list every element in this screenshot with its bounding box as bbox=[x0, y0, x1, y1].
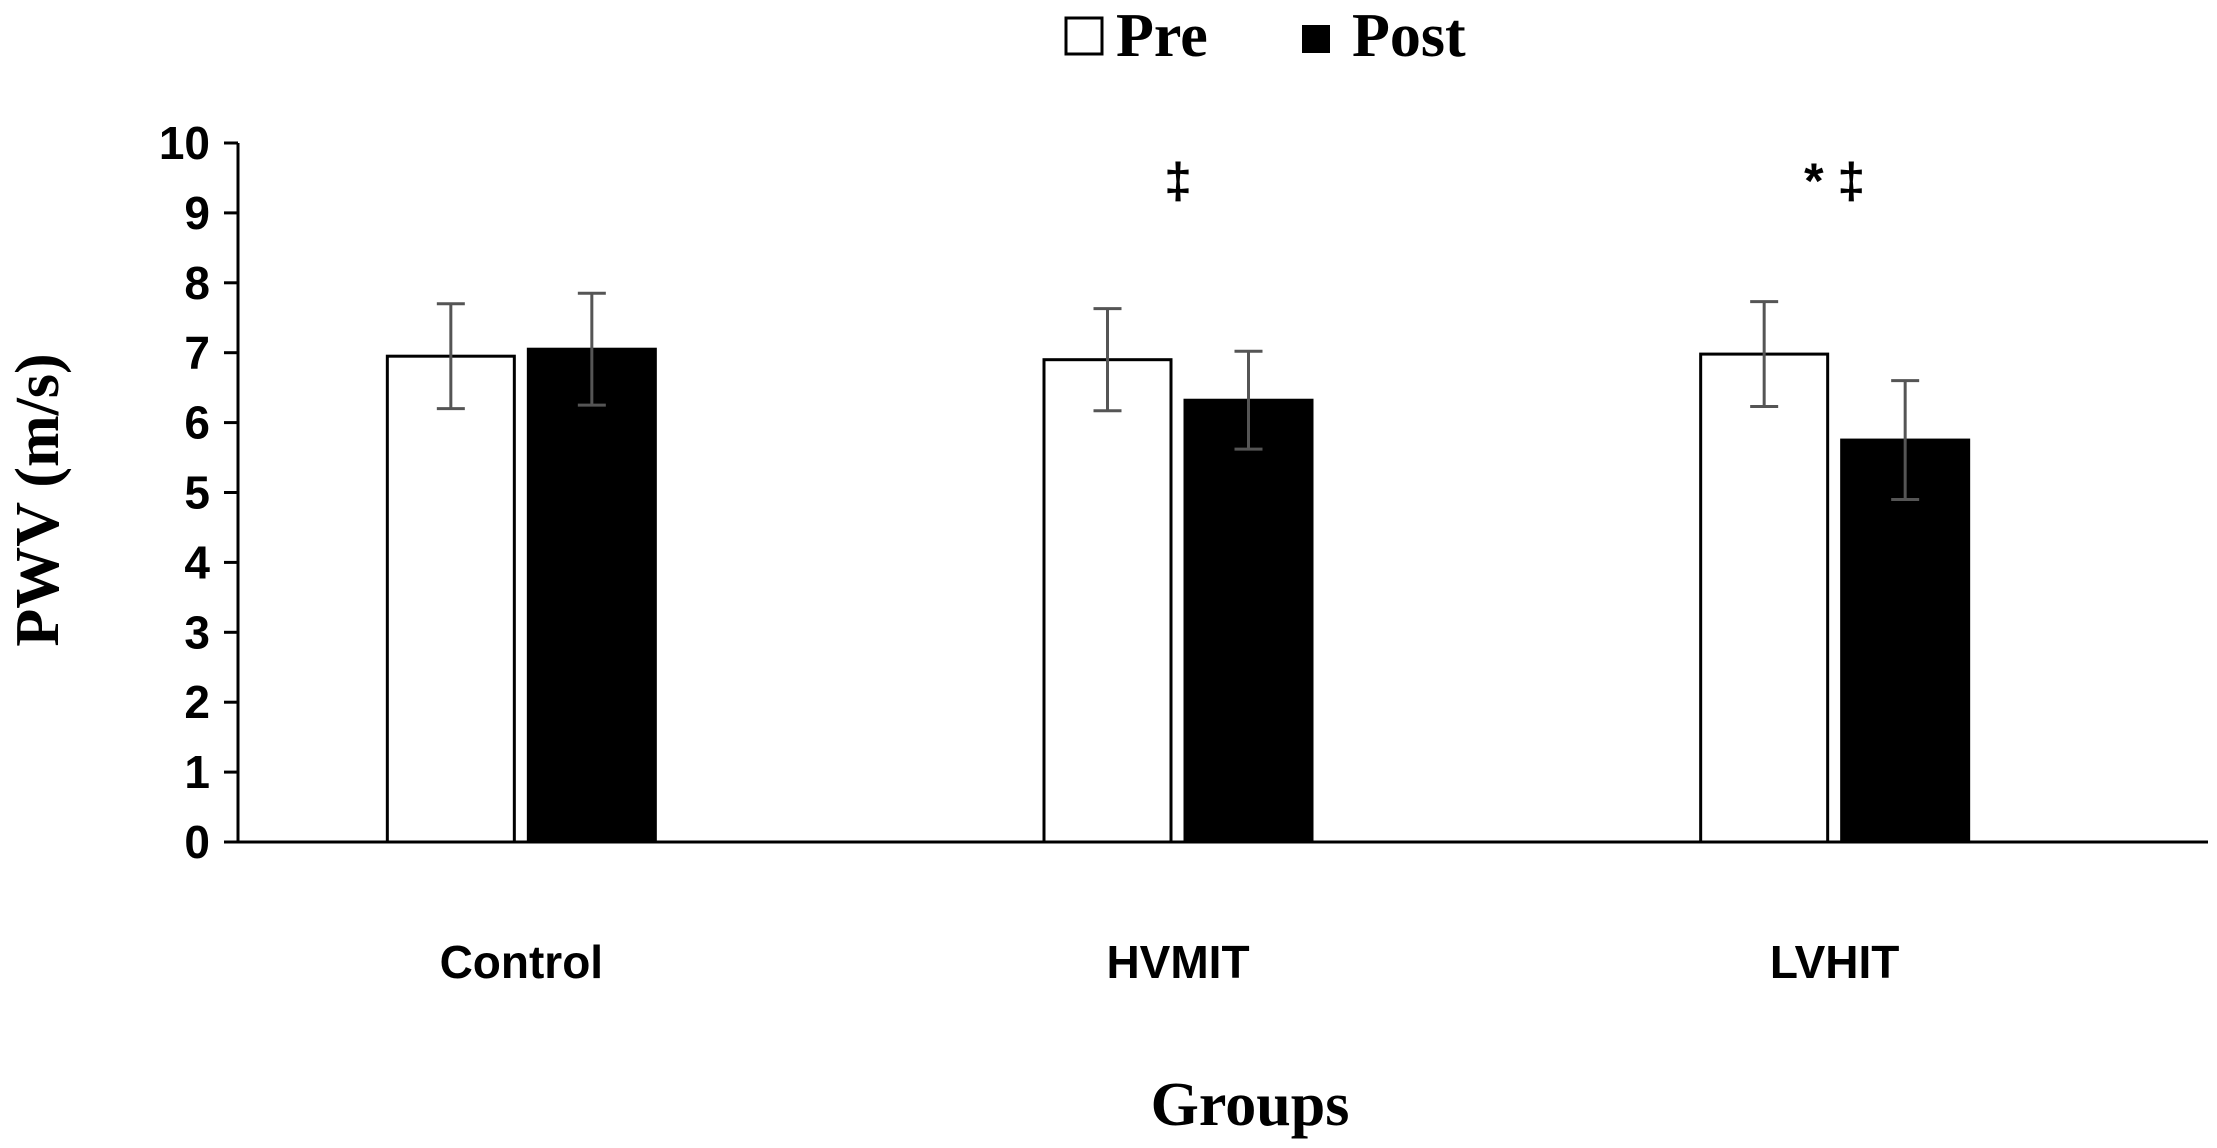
category-label-hvmit: HVMIT bbox=[1106, 936, 1249, 988]
y-tick-label: 10 bbox=[159, 117, 210, 169]
significance-marker: * ‡ bbox=[1804, 153, 1865, 209]
bar-pre-control bbox=[385, 354, 516, 844]
legend-swatch-pre bbox=[1064, 16, 1104, 56]
y-tick-label: 0 bbox=[184, 816, 210, 868]
y-tick-label: 3 bbox=[184, 606, 210, 658]
bar-post-control bbox=[526, 347, 657, 844]
legend: Pre Post bbox=[1064, 2, 1466, 70]
annotations: ‡ * ‡ bbox=[1164, 153, 1865, 209]
legend-label-pre: Pre bbox=[1116, 2, 1208, 70]
bar-pre-lvhit bbox=[1699, 352, 1830, 844]
y-tick-label: 7 bbox=[184, 327, 210, 379]
category-label-lvhit: LVHIT bbox=[1770, 936, 1899, 988]
y-tick-label: 2 bbox=[184, 676, 210, 728]
bar-post-lvhit bbox=[1840, 438, 1971, 844]
y-tick-label: 6 bbox=[184, 397, 210, 449]
y-tick-label: 8 bbox=[184, 257, 210, 309]
y-axis-title: PWV (m/s) bbox=[4, 353, 72, 646]
bars bbox=[385, 347, 1971, 844]
category-labels: Control HVMIT LVHIT bbox=[440, 936, 1900, 988]
y-tick-labels: 0 1 2 3 4 5 6 7 8 9 10 bbox=[159, 117, 238, 868]
y-tick-label: 4 bbox=[184, 536, 210, 588]
category-label-control: Control bbox=[440, 936, 604, 988]
error-bars bbox=[436, 291, 1920, 501]
significance-marker: ‡ bbox=[1164, 153, 1192, 209]
bar-pre-hvmit bbox=[1042, 358, 1173, 844]
y-tick-label: 9 bbox=[184, 187, 210, 239]
x-axis-title: Groups bbox=[1151, 1071, 1350, 1139]
bar-post-hvmit bbox=[1183, 398, 1314, 844]
y-tick-label: 1 bbox=[184, 746, 210, 798]
legend-label-post: Post bbox=[1352, 2, 1466, 70]
legend-swatch-post bbox=[1302, 25, 1330, 53]
y-tick-label: 5 bbox=[184, 467, 210, 519]
